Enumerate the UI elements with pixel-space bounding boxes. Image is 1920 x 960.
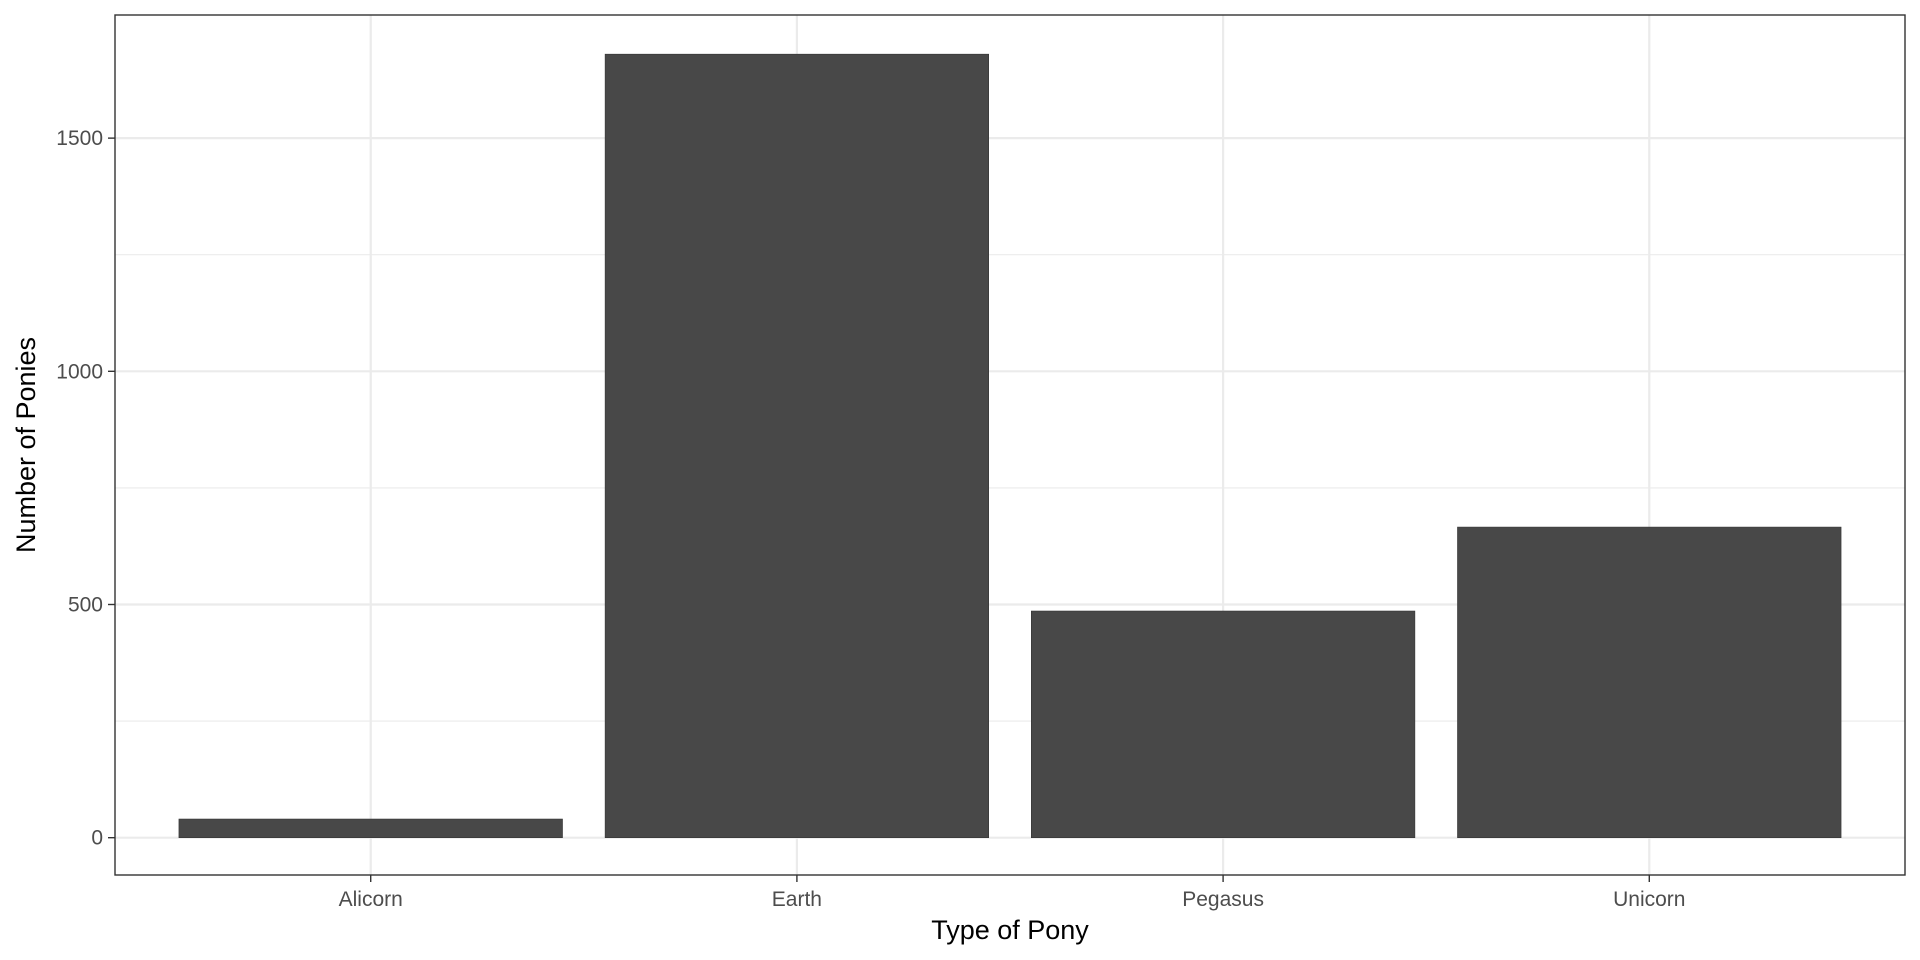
x-tick-label: Pegasus — [1182, 888, 1264, 911]
bars — [178, 53, 1842, 838]
y-tick-label: 1000 — [56, 360, 103, 383]
panel-border — [114, 14, 1906, 876]
bar-earth — [604, 53, 989, 838]
bar-unicorn — [1457, 526, 1842, 838]
y-tick-label: 500 — [68, 594, 103, 617]
y-tick-label: 1500 — [56, 127, 103, 150]
x-axis-title: Type of Pony — [931, 915, 1089, 945]
bar-pegasus — [1031, 610, 1416, 838]
y-tick-label: 0 — [91, 827, 103, 850]
x-tick-label: Earth — [772, 888, 822, 911]
y-axis-ticks: 0 500 1000 1500 — [56, 127, 115, 850]
x-tick-label: Alicorn — [339, 888, 403, 911]
x-tick-label: Unicorn — [1613, 888, 1685, 911]
y-axis-title: Number of Ponies — [11, 337, 41, 553]
bar-alicorn — [178, 818, 563, 838]
x-axis-ticks: Alicorn Earth Pegasus Unicorn — [339, 875, 1685, 911]
